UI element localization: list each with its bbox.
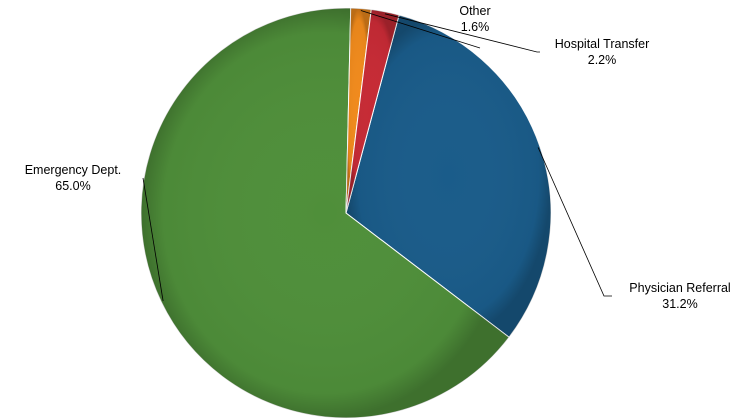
pie-slice-shading-emergency-dept bbox=[141, 7, 510, 418]
leader-line-emergency-dept bbox=[142, 177, 164, 302]
slice-value-label-physician-referral: 31.2% bbox=[662, 297, 697, 311]
leader-line-hospital-transfer bbox=[384, 13, 540, 53]
pie-slice-shading-physician-referral bbox=[346, 14, 551, 338]
leader-line-physician-referral bbox=[537, 147, 612, 297]
slice-name-label-physician-referral: Physician Referral bbox=[629, 281, 730, 295]
slice-value-label-emergency-dept: 65.0% bbox=[55, 179, 90, 193]
slices-layer bbox=[140, 7, 552, 419]
leader-line-other bbox=[360, 10, 481, 49]
pie-slice-shading-hospital-transfer bbox=[346, 9, 400, 214]
slice-value-label-other: 1.6% bbox=[461, 20, 490, 34]
slice-name-label-other: Other bbox=[459, 4, 490, 18]
slice-name-label-hospital-transfer: Hospital Transfer bbox=[555, 37, 649, 51]
labels-layer: Physician Referral 31.2% Emergency Dept. 65… bbox=[25, 4, 731, 311]
slice-value-label-hospital-transfer: 2.2% bbox=[588, 53, 617, 67]
slice-name-label-emergency-dept: Emergency Dept. bbox=[25, 163, 122, 177]
